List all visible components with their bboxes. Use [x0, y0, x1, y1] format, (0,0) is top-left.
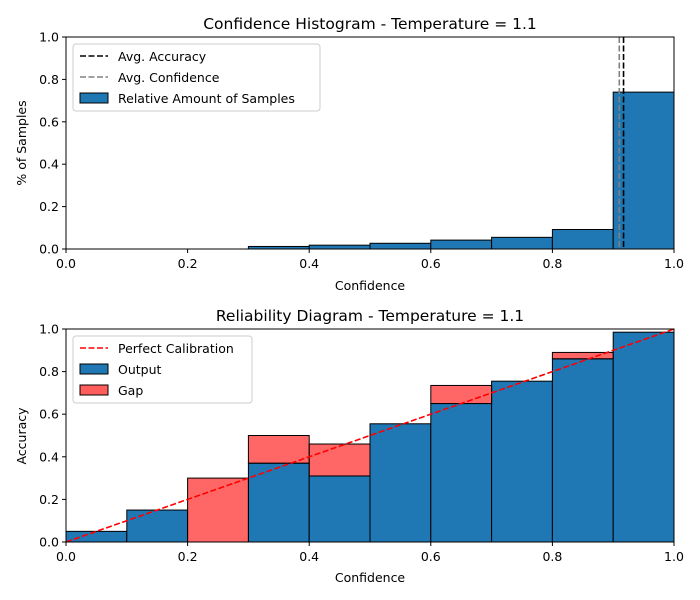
reliability-y-tick-label: 0.4 [39, 449, 59, 464]
histogram-bar [552, 229, 613, 249]
legend-output-label: Output [118, 362, 162, 377]
histogram-y-tick-label: 0.2 [39, 199, 59, 214]
histogram-x-tick-label: 0.2 [178, 256, 198, 271]
histogram-bar [613, 92, 674, 249]
histogram-bar [492, 237, 553, 249]
output-bar [370, 424, 431, 542]
reliability-x-tick-label: 0.0 [56, 549, 76, 564]
gap-bar [248, 436, 309, 464]
legend-gap-swatch [80, 385, 108, 395]
reliability-x-tick-label: 1.0 [664, 549, 684, 564]
reliability-legend: Perfect Calibration Output Gap [73, 336, 252, 403]
output-bar [552, 359, 613, 542]
output-bar [492, 381, 553, 542]
legend-avg-confidence-label: Avg. Confidence [118, 70, 220, 85]
histogram-y-tick-label: 0.0 [39, 242, 59, 257]
reliability-y-axis-label: Accuracy [14, 407, 29, 465]
legend-avg-accuracy-label: Avg. Accuracy [118, 49, 207, 64]
histogram-x-tick-label: 0.6 [421, 256, 441, 271]
histogram-x-tick-label: 0.8 [542, 256, 562, 271]
legend-output-swatch [80, 364, 108, 374]
reliability-y-tick-label: 0.8 [39, 364, 59, 379]
gap-bar [309, 444, 370, 476]
output-bar [309, 476, 370, 542]
legend-perfect-calibration-label: Perfect Calibration [118, 341, 234, 356]
gap-bar [431, 385, 492, 403]
legend-samples-swatch [80, 93, 108, 103]
histogram-y-tick-label: 0.4 [39, 157, 59, 172]
histogram-y-tick-label: 1.0 [39, 30, 59, 45]
histogram-bar [370, 243, 431, 249]
histogram-legend: Avg. Accuracy Avg. Confidence Relative A… [73, 44, 320, 111]
output-bar [66, 531, 127, 542]
reliability-title: Reliability Diagram - Temperature = 1.1 [216, 307, 524, 325]
reliability-y-tick-label: 0.6 [39, 407, 59, 422]
reliability-x-tick-label: 0.6 [421, 549, 441, 564]
reliability-x-tick-label: 0.8 [542, 549, 562, 564]
output-bar [127, 510, 188, 542]
reliability-x-tick-label: 0.2 [178, 549, 198, 564]
reliability-x-tick-label: 0.4 [299, 549, 319, 564]
gap-bar [188, 478, 249, 542]
histogram-title: Confidence Histogram - Temperature = 1.1 [203, 15, 537, 33]
histogram-y-tick-label: 0.8 [39, 72, 59, 87]
output-bar [431, 404, 492, 542]
reliability-y-tick-label: 1.0 [39, 322, 59, 337]
histogram-x-tick-label: 1.0 [664, 256, 684, 271]
histogram-bar [309, 245, 370, 249]
histogram-y-tick-label: 0.6 [39, 114, 59, 129]
output-bar [613, 332, 674, 542]
reliability-x-axis-label: Confidence [335, 570, 406, 585]
reliability-y-tick-label: 0.0 [39, 535, 59, 550]
histogram-x-axis-label: Confidence [335, 278, 406, 293]
legend-samples-label: Relative Amount of Samples [118, 91, 295, 106]
histogram-bar [431, 240, 492, 249]
output-bar [248, 463, 309, 542]
histogram-x-tick-label: 0.0 [56, 256, 76, 271]
reliability-y-tick-label: 0.2 [39, 492, 59, 507]
legend-gap-label: Gap [118, 383, 143, 398]
histogram-y-axis-label: % of Samples [14, 100, 29, 185]
histogram-x-tick-label: 0.4 [299, 256, 319, 271]
